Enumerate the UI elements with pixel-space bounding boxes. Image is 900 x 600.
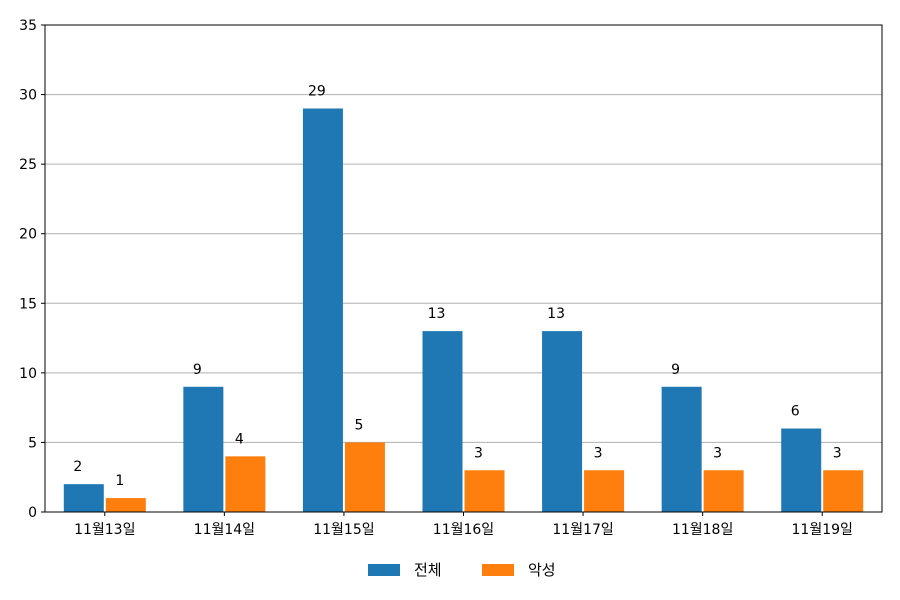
- x-axis: 11월13일 11월14일 11월15일 11월16일 11월17일 11월18일 11월1…: [74, 512, 853, 538]
- data-label: 13: [547, 306, 565, 322]
- y-tick-label: 15: [19, 296, 37, 312]
- data-label: 3: [474, 445, 483, 461]
- gridlines: [45, 94, 882, 443]
- data-label: 6: [791, 404, 800, 420]
- legend-label: 전체: [414, 561, 442, 579]
- bars: [63, 108, 864, 512]
- y-axis: 0 5 10 15 20 25 30 35: [19, 18, 45, 521]
- data-label: 3: [833, 445, 842, 461]
- data-label: 3: [713, 445, 722, 461]
- bar-total: [542, 331, 583, 512]
- bar-malicious: [344, 442, 385, 512]
- legend-swatch: [368, 564, 400, 576]
- x-tick-label: 11월18일: [672, 522, 733, 538]
- x-tick-label: 11월19일: [792, 522, 853, 538]
- x-tick-label: 11월17일: [552, 522, 613, 538]
- data-label: 3: [594, 445, 603, 461]
- data-label: 5: [354, 417, 363, 433]
- bar-malicious: [464, 470, 505, 512]
- bar-malicious: [823, 470, 864, 512]
- bar-malicious: [225, 456, 266, 512]
- plot-frame: [44, 24, 883, 513]
- legend-swatch: [482, 564, 514, 576]
- data-label: 13: [428, 306, 446, 322]
- bar-total: [781, 428, 822, 512]
- y-tick-label: 20: [19, 227, 37, 243]
- data-label: 1: [115, 473, 124, 489]
- y-tick-label: 30: [19, 88, 37, 104]
- x-tick-label: 11월16일: [433, 522, 494, 538]
- bar-malicious: [703, 470, 744, 512]
- data-label: 4: [235, 431, 244, 447]
- y-tick-label: 35: [19, 18, 37, 34]
- bar-total: [63, 484, 104, 512]
- x-tick-label: 11월15일: [313, 522, 374, 538]
- data-label: 2: [73, 459, 82, 475]
- legend-label: 악성: [528, 561, 556, 579]
- data-label: 29: [308, 83, 326, 99]
- y-tick-label: 25: [19, 157, 37, 173]
- legend: 전체 악성: [368, 561, 556, 579]
- data-label: 9: [193, 362, 202, 378]
- bar-total: [422, 331, 463, 512]
- y-tick-label: 10: [19, 366, 37, 382]
- y-tick-label: 5: [28, 435, 37, 451]
- bar-total: [183, 386, 224, 512]
- x-tick-label: 11월14일: [194, 522, 255, 538]
- data-labels: 2 1 9 4 29 5 13 3 13 3 9 3 6 3: [73, 83, 841, 489]
- bar-total: [661, 386, 702, 512]
- y-tick-label: 0: [28, 505, 37, 521]
- bar-malicious: [584, 470, 625, 512]
- bar-total: [302, 108, 343, 512]
- x-tick-label: 11월13일: [74, 522, 135, 538]
- bar-malicious: [105, 498, 146, 512]
- data-label: 9: [671, 362, 680, 378]
